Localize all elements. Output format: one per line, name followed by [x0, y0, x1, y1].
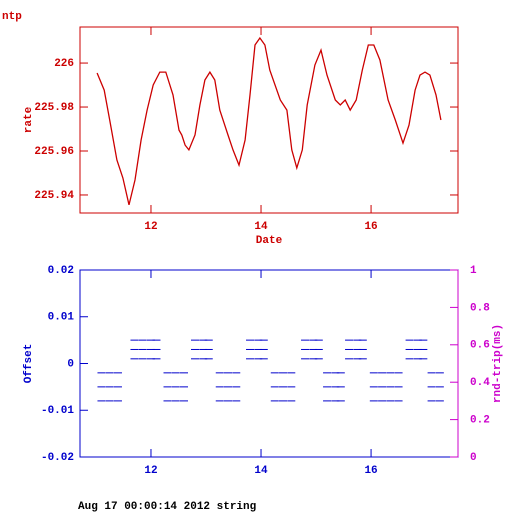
- y2-tick-label: 1: [470, 265, 477, 277]
- y-tick-label: 0: [67, 358, 74, 370]
- y2-tick-label: 0.8: [470, 302, 490, 314]
- y2-tick-label: 0.2: [470, 415, 490, 427]
- y2-axis-label: rnd-trip(ms): [492, 324, 504, 403]
- footer: Aug 17 00:00:14 2012 string: [78, 501, 256, 512]
- chart-title: ntp: [2, 11, 22, 23]
- x-axis-label: Date: [256, 235, 283, 247]
- y-tick-label: 226: [54, 58, 74, 70]
- x-tick-label: 12: [144, 465, 157, 477]
- y-tick-label: 225.94: [34, 190, 74, 202]
- y-tick-label: 0.02: [48, 265, 74, 277]
- y2-tick-label: 0.6: [470, 340, 490, 352]
- y-axis-label: rate: [23, 106, 35, 133]
- y2-tick-label: 0: [470, 452, 477, 464]
- y-tick-label: -0.01: [41, 405, 74, 417]
- rate-line: [96, 36, 442, 206]
- x-tick-label: 16: [364, 221, 377, 233]
- x-tick-label: 16: [364, 465, 377, 477]
- x-tick-label: 12: [144, 221, 157, 233]
- x-tick-label: 14: [254, 221, 268, 233]
- y-tick-label: 225.98: [34, 102, 74, 114]
- y-axis-label: Offset: [23, 344, 35, 384]
- y-tick-label: -0.02: [41, 452, 74, 464]
- y-tick-label: 0.01: [48, 312, 75, 324]
- plot-frame: [79, 269, 459, 458]
- y2-tick-label: 0.4: [470, 377, 490, 389]
- y-tick-label: 225.96: [34, 146, 74, 158]
- x-tick-label: 14: [254, 465, 268, 477]
- plot-frame: [79, 26, 459, 214]
